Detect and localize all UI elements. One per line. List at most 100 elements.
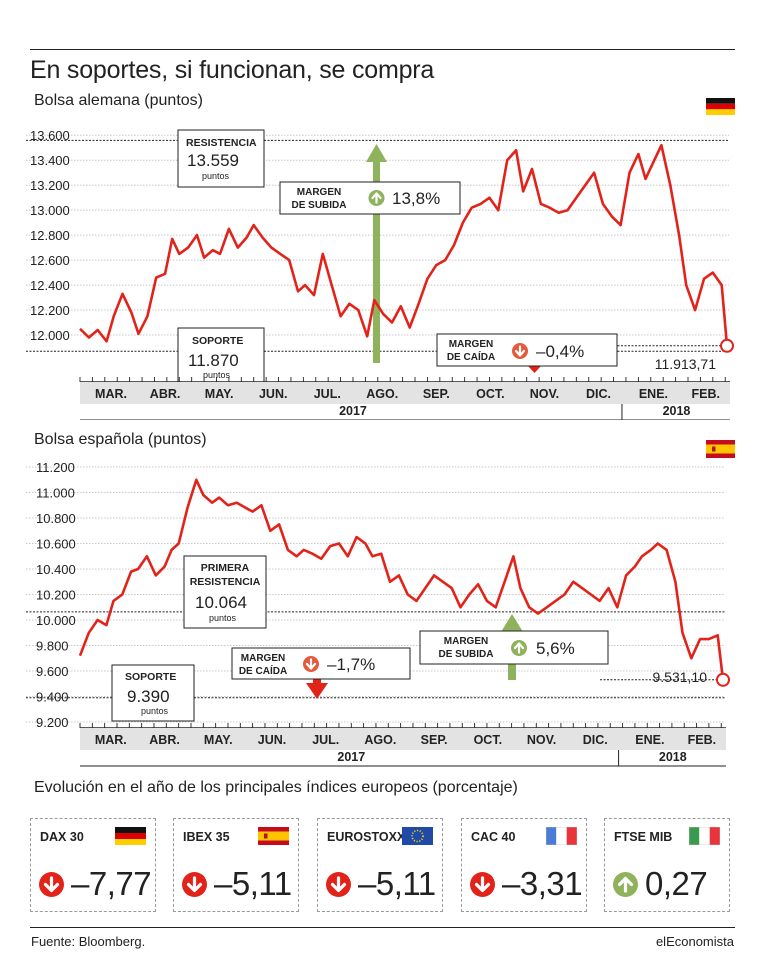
c1-month-label: MAY. — [205, 387, 234, 401]
c1-year-label: 2017 — [339, 404, 367, 418]
ibex-down-value: –1,7% — [327, 655, 375, 674]
index-name: DAX 30 — [40, 830, 84, 844]
index-name: CAC 40 — [471, 830, 516, 844]
c2-month-label: MAR. — [95, 733, 127, 747]
ibex-subtitle: Bolsa española (puntos) — [34, 431, 207, 448]
c1-y-tick-label: 13.400 — [30, 153, 70, 168]
c2-month-label: MAY. — [204, 733, 233, 747]
spain-flag-icon — [706, 440, 735, 458]
dax-up-label-2: DE SUBIDA — [291, 200, 346, 211]
c2-y-tick-label: 11.200 — [36, 460, 75, 475]
index-name: FTSE MIB — [614, 830, 673, 844]
index-change-value: –7,77 — [71, 865, 152, 902]
c2-month-label: JUN. — [258, 733, 286, 747]
ibex-series-line — [78, 478, 725, 680]
index-change: 0,27 — [612, 865, 708, 903]
c2-y-tick-label: 9.400 — [36, 690, 69, 705]
c2-year-label: 2018 — [659, 750, 687, 764]
dax-resist-unit: puntos — [202, 171, 230, 181]
dax-down-label-1: MARGEN — [449, 339, 493, 350]
ibex-down-label-1: MARGEN — [241, 653, 285, 664]
bottom-rule — [30, 927, 735, 928]
index-panel: DAX 30 –7,77 — [30, 818, 156, 912]
ibex-end-marker — [716, 672, 730, 687]
france-flag-icon — [546, 827, 577, 845]
index-change-value: –5,11 — [358, 865, 436, 902]
c2-y-tick-label: 9.600 — [36, 664, 69, 679]
index-panel: IBEX 35 –5,11 — [173, 818, 299, 912]
dax-resist-label: RESISTENCIA — [186, 137, 257, 149]
dax-down-callout: MARGEN DE CAÍDA –0,4% — [436, 333, 618, 367]
dax-end-marker — [720, 338, 734, 353]
c2-month-label: ENE. — [635, 733, 664, 747]
dax-support-label: SOPORTE — [192, 335, 243, 347]
c1-month-label: ABR. — [150, 387, 181, 401]
c1-month-label: OCT. — [476, 387, 504, 401]
index-change: –5,11 — [325, 865, 436, 903]
index-panel: EUROSTOXX –5,11 — [317, 818, 443, 912]
dax-resistance-callout: RESISTENCIA 13.559 puntos — [177, 129, 265, 188]
ibex-chart: 9.200 9.400 9.600 9.800 10.000 10.200 10.400 10… — [26, 460, 730, 767]
c2-year-label: 2017 — [337, 750, 365, 764]
index-panel: FTSE MIB 0,27 — [604, 818, 730, 912]
italy-flag-icon — [689, 827, 720, 845]
ibex-resist-unit: puntos — [209, 613, 237, 623]
down-arrow-circle-icon — [470, 871, 495, 897]
c1-y-tick-label: 12.800 — [30, 228, 70, 243]
ibex-y-tick-labels: 9.200 9.400 9.600 9.800 10.000 10.200 10.400 10… — [36, 460, 76, 730]
index-change: –7,77 — [38, 865, 152, 903]
ibex-down-callout: MARGEN DE CAÍDA –1,7% — [231, 647, 411, 680]
ibex-last-value: 9.531,10 — [653, 669, 708, 685]
c2-y-tick-label: 10.600 — [36, 537, 76, 552]
germany-flag-icon — [115, 827, 146, 845]
summary-subtitle: Evolución en el año de los principales í… — [34, 779, 518, 796]
down-arrow-circle-icon — [182, 871, 207, 897]
c1-y-tick-label: 12.200 — [30, 303, 70, 318]
c2-y-tick-label: 10.000 — [36, 613, 76, 628]
brand-logo: elEconomista — [655, 934, 734, 949]
dax-chart: 12.000 12.200 12.400 12.600 12.800 13.000 13.2… — [26, 128, 734, 420]
ibex-up-value: 5,6% — [536, 639, 575, 658]
dax-support-callout: SOPORTE 11.870 puntos — [177, 327, 265, 385]
dax-up-callout: MARGEN DE SUBIDA 13,8% — [279, 181, 461, 215]
c1-month-label: JUN. — [259, 387, 287, 401]
c1-y-tick-label: 12.400 — [30, 278, 70, 293]
index-change-value: –5,11 — [214, 865, 292, 902]
c1-y-tick-label: 13.600 — [30, 128, 70, 143]
c2-month-label: NOV. — [527, 733, 556, 747]
up-arrow-circle-icon — [613, 871, 638, 897]
c1-month-label: NOV. — [530, 387, 559, 401]
c2-month-label: ABR. — [149, 733, 180, 747]
ibex-support-unit: puntos — [141, 706, 169, 716]
index-change-value: –3,31 — [502, 865, 583, 902]
c1-month-label: DIC. — [586, 387, 611, 401]
c2-y-tick-label: 9.800 — [36, 639, 69, 654]
index-change: –3,31 — [469, 865, 583, 903]
ibex-up-callout: MARGEN DE SUBIDA 5,6% — [419, 630, 609, 665]
dax-up-label-1: MARGEN — [297, 187, 341, 198]
c2-y-tick-label: 9.200 — [36, 715, 69, 730]
c2-month-label: SEP. — [421, 733, 448, 747]
source-note: Fuente: Bloomberg. — [31, 934, 146, 949]
dax-x-axis: MAR. ABR. MAY. JUN. JUL. AGO. SEP. OCT. NOV. DIC.… — [79, 377, 730, 420]
ibex-support-label: SOPORTE — [125, 671, 176, 683]
c1-month-label: ENE. — [639, 387, 668, 401]
c2-month-label: DIC. — [583, 733, 608, 747]
c1-y-tick-label: 13.000 — [30, 203, 70, 218]
c2-month-label: AGO. — [364, 733, 396, 747]
c2-y-tick-label: 10.200 — [36, 588, 76, 603]
index-panel: CAC 40 –3,31 — [461, 818, 587, 912]
ibex-support-value: 9.390 — [127, 687, 170, 706]
ibex-support-callout: SOPORTE 9.390 puntos — [111, 664, 195, 722]
index-change-value: 0,27 — [645, 865, 708, 902]
ibex-resist-label-2: RESISTENCIA — [190, 576, 261, 588]
germany-flag-icon — [706, 98, 735, 115]
down-arrow-circle-icon — [326, 871, 351, 897]
c2-y-tick-label: 10.400 — [36, 562, 76, 577]
c1-month-label: JUL. — [314, 387, 341, 401]
dax-up-value: 13,8% — [392, 189, 440, 208]
c2-y-tick-label: 10.800 — [36, 511, 76, 526]
ibex-resist-label-1: PRIMERA — [201, 562, 250, 574]
dax-support-unit: puntos — [203, 370, 231, 380]
ibex-resistance-callout: PRIMERA RESISTENCIA 10.064 puntos — [183, 555, 267, 629]
